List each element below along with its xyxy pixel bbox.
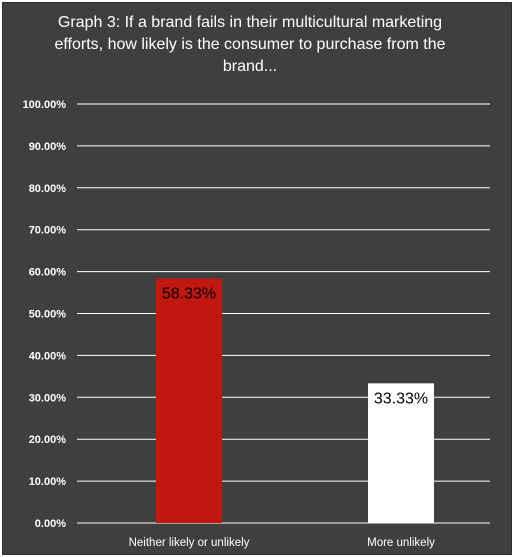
y-tick-label: 20.00% (29, 434, 67, 446)
y-tick-label: 60.00% (29, 267, 67, 279)
y-tick-label: 10.00% (29, 476, 67, 488)
y-tick-label: 90.00% (29, 141, 67, 153)
data-label: 58.33% (162, 286, 216, 303)
y-tick-label: 40.00% (29, 350, 67, 362)
x-tick-label: Neither likely or unlikely (129, 537, 250, 549)
bar (368, 383, 434, 523)
y-tick-label: 100.00% (23, 99, 67, 111)
chart-title: Graph 3: If a brand fails in their multi… (54, 14, 446, 75)
x-tick-label: More unlikely (367, 537, 435, 549)
bar (156, 278, 222, 523)
data-label: 33.33% (374, 390, 428, 407)
y-tick-label: 0.00% (35, 518, 66, 530)
y-tick-label: 80.00% (29, 183, 67, 195)
y-tick-label: 30.00% (29, 392, 67, 404)
y-tick-label: 50.00% (29, 309, 67, 321)
y-tick-label: 70.00% (29, 225, 67, 237)
